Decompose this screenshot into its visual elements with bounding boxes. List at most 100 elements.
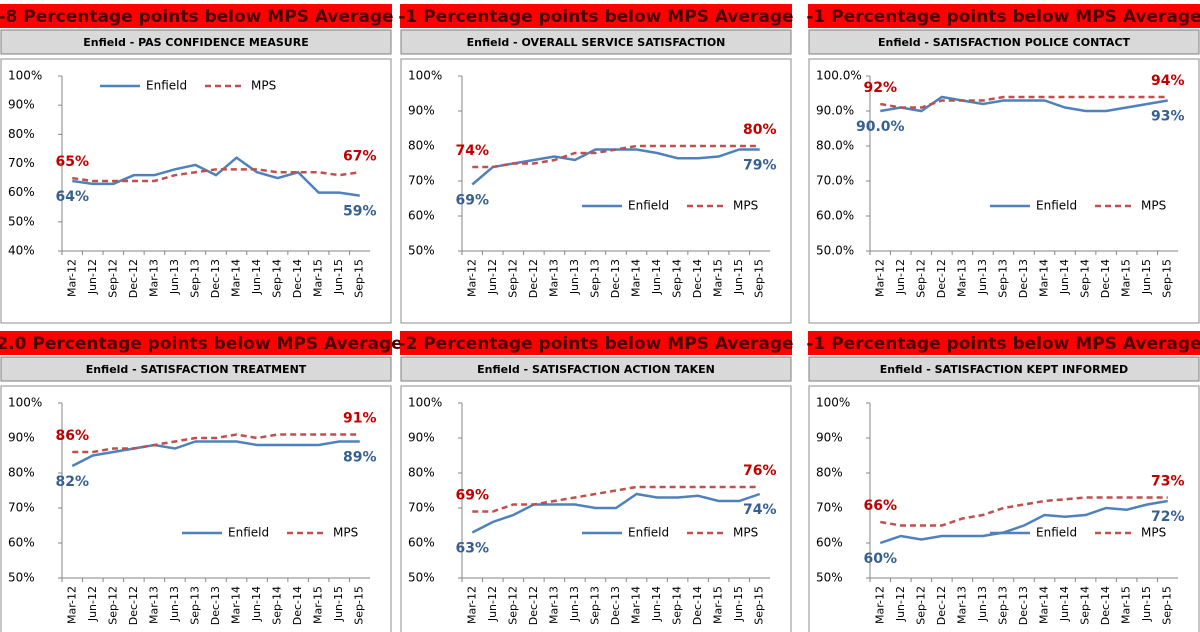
data-label: 90.0%: [856, 119, 905, 135]
banner-text: -1 Percentage points below MPS Average: [806, 334, 1200, 354]
x-tick-label: Dec-13: [209, 586, 222, 625]
banner-text: -2 Percentage points below MPS Average: [398, 334, 793, 354]
x-tick-label: Dec-14: [291, 259, 304, 298]
y-tick-label: 50%: [408, 244, 435, 258]
header: [0, 356, 392, 382]
x-tick-label: Mar-14: [630, 586, 643, 624]
x-tick-label: Jun-12: [486, 259, 499, 295]
banner-text: -8 Percentage points below MPS Average: [0, 7, 394, 27]
y-tick-label: 80%: [816, 466, 843, 480]
x-tick-label: Jun-13: [976, 259, 989, 295]
legend-label: MPS: [733, 526, 758, 540]
x-tick-label: Mar-13: [955, 586, 968, 624]
x-tick-label: Sep-12: [506, 586, 519, 625]
x-tick-label: Sep-13: [588, 259, 601, 298]
data-label: 74%: [456, 143, 490, 159]
x-tick-label: Jun-14: [650, 259, 663, 295]
banner: [400, 4, 792, 28]
data-label: 89%: [343, 450, 377, 466]
x-tick-label: Dec-14: [691, 259, 704, 298]
data-label: 94%: [1151, 73, 1185, 89]
x-tick-label: Sep-12: [106, 586, 119, 625]
series-line: [72, 168, 360, 183]
x-tick-label: Dec-13: [209, 259, 222, 298]
x-tick-label: Dec-13: [1017, 259, 1030, 298]
legend-label: MPS: [333, 526, 358, 540]
plot-frame: [0, 385, 392, 632]
x-tick-label: Jun-13: [568, 259, 581, 295]
x-tick-label: Jun-14: [1058, 259, 1071, 295]
chart-title: Enfield - PAS CONFIDENCE MEASURE: [83, 36, 308, 49]
x-tick-label: Jun-15: [332, 259, 345, 295]
data-label: 92%: [864, 80, 898, 96]
series-line: [879, 499, 1168, 545]
x-tick-label: Jun-13: [976, 586, 989, 622]
y-tick-label: 100%: [408, 69, 442, 83]
x-tick-label: Jun-12: [486, 586, 499, 622]
banner-text: -1 Percentage points below MPS Average: [806, 7, 1200, 27]
data-label: 73%: [1151, 474, 1185, 490]
x-tick-label: Dec-13: [1017, 586, 1030, 625]
y-tick-label: 60%: [8, 536, 35, 550]
x-tick-label: Mar-13: [147, 586, 160, 624]
x-tick-label: Jun-15: [332, 586, 345, 622]
y-tick-label: 70%: [8, 156, 35, 170]
x-tick-label: Jun-12: [894, 259, 907, 295]
banner-text: -2.0 Percentage points below MPS Average: [0, 334, 403, 354]
x-tick-label: Sep-14: [671, 586, 684, 625]
y-tick-label: 50.0%: [816, 244, 854, 258]
y-tick-label: 60%: [816, 536, 843, 550]
x-tick-label: Mar-12: [65, 586, 78, 624]
header: [0, 29, 392, 55]
x-tick-label: Mar-15: [312, 259, 325, 297]
x-tick-label: Sep-15: [353, 586, 366, 625]
series-line: [880, 95, 1168, 109]
x-tick-label: Jun-15: [1140, 586, 1153, 622]
data-label: 74%: [743, 502, 777, 518]
data-label: 76%: [743, 463, 777, 479]
y-tick-label: 70%: [8, 501, 35, 515]
header: [808, 356, 1200, 382]
legend-label: MPS: [1141, 526, 1166, 540]
x-tick-label: Sep-15: [753, 586, 766, 625]
data-label: 60%: [864, 551, 898, 567]
data-label: 86%: [56, 428, 90, 444]
y-tick-label: 90%: [816, 431, 843, 445]
y-tick-label: 60.0%: [816, 209, 854, 223]
y-tick-label: 70%: [816, 501, 843, 515]
x-tick-label: Sep-15: [1161, 586, 1174, 625]
series-line: [880, 496, 1168, 527]
y-tick-label: 90%: [408, 431, 435, 445]
x-tick-label: Sep-13: [188, 259, 201, 298]
y-tick-label: 50%: [8, 214, 35, 228]
plot-frame: [0, 58, 392, 324]
x-tick-label: Sep-12: [914, 586, 927, 625]
x-tick-label: Sep-13: [996, 586, 1009, 625]
x-tick-label: Jun-14: [1058, 586, 1071, 622]
header: [400, 29, 792, 55]
y-tick-label: 50%: [816, 571, 843, 585]
legend-label: MPS: [1141, 199, 1166, 213]
x-tick-label: Jun-14: [250, 259, 263, 295]
y-tick-label: 80%: [8, 127, 35, 141]
y-tick-label: 100.0%: [816, 69, 862, 83]
x-tick-label: Jun-15: [732, 259, 745, 295]
legend-label: Enfield: [628, 199, 669, 213]
y-tick-label: 90%: [8, 98, 35, 112]
data-label: 67%: [343, 148, 377, 164]
y-tick-label: 70%: [408, 501, 435, 515]
series-line: [71, 440, 360, 468]
legend-label: Enfield: [1036, 526, 1077, 540]
legend-label: MPS: [733, 199, 758, 213]
x-tick-label: Mar-14: [1038, 259, 1051, 297]
y-tick-label: 70.0%: [816, 174, 854, 188]
x-tick-label: Mar-15: [1120, 259, 1133, 297]
data-label: 64%: [56, 189, 90, 205]
chart-title: Enfield - SATISFACTION POLICE CONTACT: [878, 36, 1131, 49]
series-line: [72, 433, 360, 454]
x-tick-label: Jun-13: [168, 259, 181, 295]
y-tick-label: 100%: [8, 69, 42, 83]
x-tick-label: Mar-14: [230, 586, 243, 624]
x-tick-label: Dec-13: [609, 259, 622, 298]
data-label: 69%: [456, 488, 490, 504]
